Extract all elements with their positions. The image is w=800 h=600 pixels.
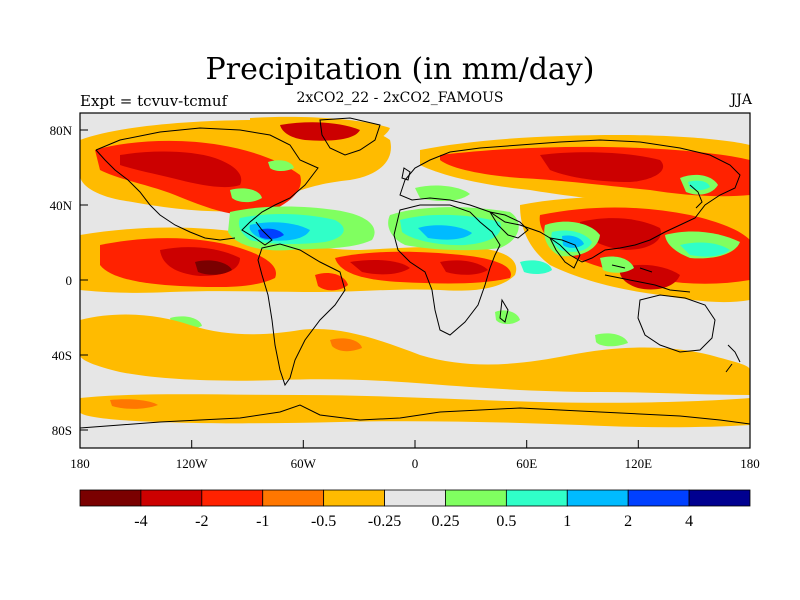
colorbar-label: -1 — [256, 513, 269, 530]
coast-greenland — [319, 117, 381, 156]
colorbar-label: 4 — [685, 513, 693, 530]
coast-madagascar — [499, 298, 509, 323]
experiment-label: Expt = tcvuv-tcmuf — [80, 92, 228, 110]
colorbar-swatch — [262, 489, 325, 507]
field-maroon-itcz — [195, 260, 232, 275]
lat-tick-label: 80N — [50, 123, 73, 138]
coast-north-america — [95, 127, 319, 246]
coast-british-isles — [401, 167, 411, 181]
colorbar-swatch — [201, 489, 264, 507]
field-darkred-africa — [440, 260, 488, 275]
coastlines — [80, 117, 750, 429]
colorbar-label: -2 — [195, 513, 208, 530]
lon-tick-label: 180 — [70, 456, 90, 471]
field-darkred-westpacific — [619, 264, 680, 290]
colorbar-label: 0.25 — [431, 513, 459, 530]
colorbar-label: 2 — [624, 513, 632, 530]
colorbar-swatch — [566, 489, 629, 507]
colorbar — [79, 489, 751, 507]
field-red-antarctic — [110, 399, 158, 409]
coast-australia — [637, 294, 716, 353]
coast-north-america-west — [95, 149, 236, 241]
coast-japan — [689, 184, 703, 209]
field-green-indianocean — [595, 333, 628, 347]
lon-tick-label: 60W — [291, 456, 317, 471]
colorbar-swatch — [79, 489, 142, 507]
lat-tick-label: 40N — [50, 198, 73, 213]
season-label: JJA — [730, 92, 752, 108]
field-green-northamerica — [230, 188, 262, 203]
coast-south-america — [257, 243, 346, 387]
field-darkred-eurasia — [540, 152, 664, 182]
colorbar-swatch — [140, 489, 203, 507]
colorbar-label: -0.25 — [368, 513, 401, 530]
lon-axis — [191, 440, 639, 448]
field-green-southatlantic — [495, 310, 520, 325]
field-darkblue-caribbean — [258, 228, 284, 240]
coast-africa — [393, 204, 501, 336]
lat-tick-label: 40S — [52, 348, 72, 363]
colorbar-swatch — [384, 489, 446, 507]
lon-tick-label: 120E — [625, 456, 653, 471]
lat-axis — [80, 129, 88, 431]
colorbar-labels: -4 -2 -1 -0.5 -0.25 0.25 0.5 1 2 4 — [134, 513, 693, 530]
field-cyan-seasia — [520, 260, 552, 275]
coast-arabia — [488, 211, 529, 239]
field-blue-india — [562, 235, 584, 248]
colorbar-label: -0.5 — [311, 513, 336, 530]
coast-antarctica — [80, 404, 750, 429]
lat-tick-label: 80S — [52, 423, 72, 438]
field-green-seasia — [600, 256, 634, 273]
field-red-southpacific — [330, 338, 362, 352]
colorbar-label: -4 — [134, 513, 147, 530]
field-orange-southern-band — [80, 314, 750, 395]
coast-new-zealand — [725, 344, 741, 373]
colorbar-swatch — [323, 489, 385, 507]
field-green-europe — [415, 185, 470, 202]
field-red-arctic — [280, 122, 360, 141]
precipitation-field — [80, 113, 750, 448]
coast-indonesia — [604, 264, 691, 293]
colorbar-swatch — [688, 489, 751, 507]
lon-tick-label: 180 — [740, 456, 760, 471]
field-green-alaska — [268, 160, 294, 171]
lon-tick-label: 0 — [412, 456, 419, 471]
field-cyan-pacific — [680, 242, 730, 257]
field-red-southamerica — [315, 273, 348, 291]
colorbar-label: 0.5 — [496, 513, 516, 530]
lon-tick-label: 120W — [176, 456, 209, 471]
lon-tick-label: 60E — [516, 456, 537, 471]
map-title: Precipitation (in mm/day) — [205, 52, 595, 87]
coast-eurasia — [399, 139, 741, 263]
field-red-atlantic — [335, 251, 511, 284]
lat-tick-label: 0 — [66, 273, 73, 288]
colorbar-label: 1 — [563, 513, 571, 530]
colorbar-swatch — [445, 489, 507, 507]
coast-india — [549, 237, 581, 269]
colorbar-swatch — [627, 489, 690, 507]
field-orange-antarctic — [80, 394, 750, 428]
colorbar-swatch — [505, 489, 568, 507]
field-darkred-asia — [580, 218, 661, 250]
comparison-label: 2xCO2_22 - 2xCO2_FAMOUS — [296, 90, 504, 106]
field-blue-westafrica — [418, 225, 472, 240]
field-darkred-north-america — [120, 151, 242, 188]
field-darkred-atlantic — [350, 260, 410, 275]
